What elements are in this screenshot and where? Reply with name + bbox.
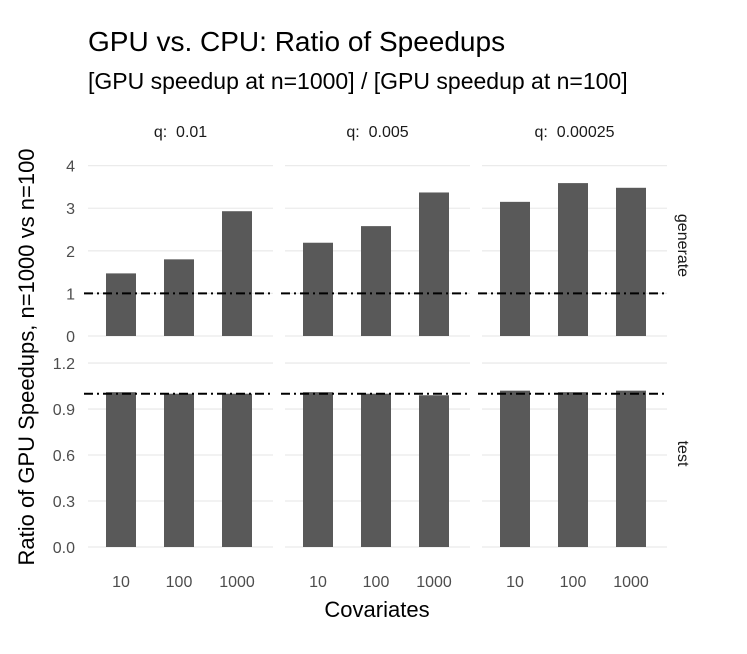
- bar: [361, 393, 391, 547]
- x-tick-label: 1000: [219, 574, 255, 591]
- bar: [558, 183, 588, 336]
- y-tick-label: 0.9: [53, 402, 75, 419]
- y-tick-label: 3: [66, 201, 75, 218]
- y-axis-title: Ratio of GPU Speedups, n=1000 vs n=100: [14, 148, 39, 565]
- bar: [419, 192, 449, 336]
- x-tick-label: 1000: [416, 574, 452, 591]
- bar: [222, 393, 252, 547]
- x-tick-label: 100: [363, 574, 390, 591]
- y-tick-label: 1.2: [53, 356, 75, 373]
- x-tick-label: 10: [506, 574, 524, 591]
- bar: [361, 226, 391, 336]
- y-tick-label: 0: [66, 329, 75, 346]
- facet-column-label: q: 0.00025: [534, 124, 614, 141]
- chart-title: GPU vs. CPU: Ratio of Speedups: [88, 26, 506, 57]
- bar: [500, 201, 530, 336]
- x-axis-title: Covariates: [324, 597, 429, 622]
- bar: [303, 242, 333, 336]
- x-tick-label: 100: [560, 574, 587, 591]
- chart-subtitle: [GPU speedup at n=1000] / [GPU speedup a…: [88, 68, 628, 94]
- y-tick-label: 0.6: [53, 448, 75, 465]
- bar: [558, 392, 588, 547]
- y-tick-label: 0.3: [53, 494, 75, 511]
- bar: [164, 259, 194, 336]
- x-tick-label: 10: [112, 574, 130, 591]
- facet-column-label: q: 0.01: [154, 124, 207, 141]
- bar: [303, 392, 333, 547]
- bar: [616, 390, 646, 547]
- y-tick-label: 0.0: [53, 540, 75, 557]
- x-tick-label: 100: [166, 574, 193, 591]
- bar: [164, 393, 194, 547]
- bar: [419, 395, 449, 547]
- y-tick-label: 1: [66, 286, 75, 303]
- facet-row-label: generate: [674, 214, 691, 277]
- facet-row-label: test: [674, 441, 691, 467]
- bar: [616, 187, 646, 336]
- y-tick-label: 2: [66, 244, 75, 261]
- x-tick-label: 1000: [613, 574, 649, 591]
- x-tick-label: 10: [309, 574, 327, 591]
- bar: [222, 211, 252, 336]
- bar: [106, 392, 136, 547]
- bar: [500, 390, 530, 547]
- facet-column-label: q: 0.005: [346, 124, 408, 141]
- bar: [106, 273, 136, 336]
- y-tick-label: 4: [66, 159, 75, 176]
